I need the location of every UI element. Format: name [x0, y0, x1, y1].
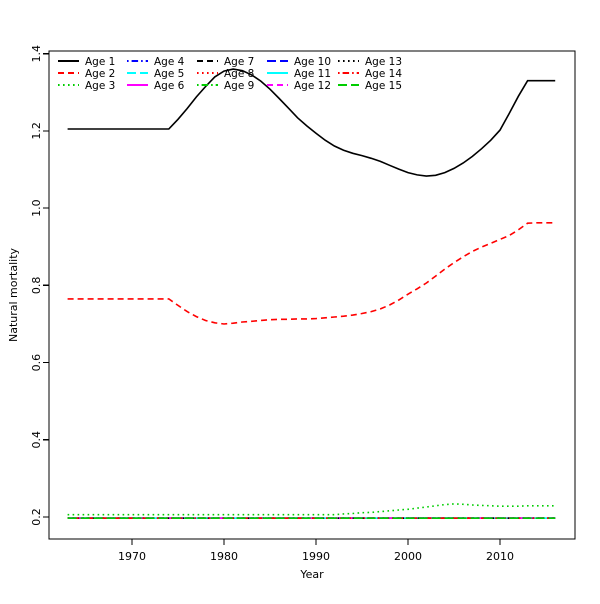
y-tick-label: 0.4	[30, 431, 43, 449]
x-tick-label: 2000	[394, 550, 422, 563]
legend-label-age-2: Age 2	[85, 68, 115, 80]
legend-label-age-13: Age 13	[365, 56, 402, 68]
x-tick-label: 1990	[302, 550, 330, 563]
plot-box	[48, 50, 576, 540]
legend-label-age-15: Age 15	[365, 80, 402, 92]
series-line-age-1	[67, 68, 556, 177]
legend-label-age-14: Age 14	[365, 68, 402, 80]
axes-ticks: 1970 1980 1990 2000 2010 0.2 0.4 0.6 0.8 1.0 1.2 1.…	[30, 45, 514, 563]
legend-label-age-6: Age 6	[154, 80, 185, 92]
legend-label-age-9: Age 9	[224, 80, 254, 92]
y-tick-label: 1.4	[30, 45, 43, 63]
legend-label-age-10: Age 10	[294, 56, 331, 68]
legend-label-age-11: Age 11	[294, 68, 331, 80]
y-tick-label: 1.2	[30, 122, 43, 140]
y-axis-title: Natural mortality	[7, 247, 20, 342]
legend-label-age-1: Age 1	[85, 56, 115, 68]
series-line-age-2	[67, 222, 556, 325]
legend-label-age-4: Age 4	[154, 56, 185, 68]
y-tick-label: 0.8	[30, 277, 43, 295]
x-axis-title: Year	[299, 568, 324, 581]
legend-label-age-7: Age 7	[224, 56, 254, 68]
y-tick-label: 0.2	[30, 508, 43, 526]
legend-label-age-8: Age 8	[224, 68, 254, 80]
y-tick-label: 0.6	[30, 354, 43, 372]
x-tick-label: 1980	[210, 550, 238, 563]
legend-label-age-12: Age 12	[294, 80, 331, 92]
y-tick-label: 1.0	[30, 199, 43, 217]
legend-label-age-3: Age 3	[85, 80, 115, 92]
series-line-age-3	[67, 503, 556, 516]
series-lines	[67, 68, 556, 520]
x-tick-label: 1970	[118, 550, 146, 563]
legend-label-age-5: Age 5	[154, 68, 184, 80]
x-tick-label: 2010	[486, 550, 514, 563]
